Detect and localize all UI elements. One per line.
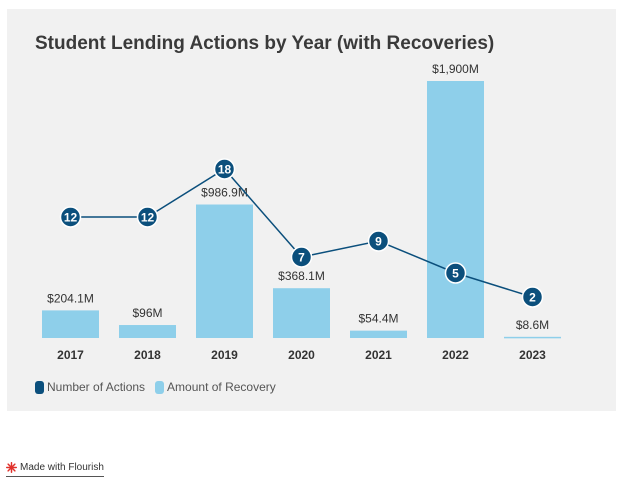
actions-label-2023: 2 [529, 291, 536, 305]
actions-point-2023 [521, 286, 544, 308]
flourish-credit[interactable]: Made with Flourish [6, 462, 104, 477]
x-tick-2022: 2022 [442, 348, 469, 362]
flourish-logo-icon [6, 462, 17, 473]
actions-point-2021 [367, 230, 390, 252]
actions-point-2022 [444, 262, 467, 284]
actions-point-2019 [213, 158, 236, 180]
actions-point-2020 [290, 246, 313, 268]
legend-label-recovery: Amount of Recovery [167, 380, 276, 394]
bar-2018 [119, 325, 176, 338]
x-tick-2018: 2018 [134, 348, 161, 362]
bar-2023 [504, 336, 561, 339]
bar-2022 [427, 81, 484, 338]
bar-2020 [273, 288, 330, 338]
bar-label-2023: $8.6M [516, 318, 549, 332]
legend-item-recovery[interactable]: Amount of Recovery [155, 380, 276, 394]
actions-label-2017: 12 [64, 211, 78, 225]
actions-point-2017 [59, 206, 82, 228]
bar-label-2017: $204.1M [47, 291, 94, 305]
x-tick-2017: 2017 [57, 348, 84, 362]
flourish-credit-text: Made with Flourish [20, 462, 104, 473]
bar-label-2019: $986.9M [201, 186, 248, 200]
bar-2017 [42, 310, 99, 338]
bar-label-2021: $54.4M [358, 312, 398, 326]
x-tick-2020: 2020 [288, 348, 315, 362]
bar-2019 [196, 204, 253, 338]
x-tick-2019: 2019 [211, 348, 238, 362]
bar-label-2022: $1,900M [432, 62, 479, 76]
bar-2021 [350, 330, 407, 338]
legend-item-actions[interactable]: Number of Actions [35, 380, 145, 394]
legend-label-actions: Number of Actions [47, 380, 146, 394]
bar-label-2020: $368.1M [278, 269, 325, 283]
actions-point-2018 [136, 206, 159, 228]
actions-label-2018: 12 [141, 211, 155, 225]
chart-title: Student Lending Actions by Year (with Re… [35, 33, 495, 54]
x-tick-2021: 2021 [365, 348, 392, 362]
bar-label-2018: $96M [132, 306, 162, 320]
chart-plot: $204.1M $96M $986.9M $368.1M $54.4M $1,900M $8… [42, 62, 561, 362]
legend: Number of Actions Amount of Recovery [35, 380, 286, 394]
actions-label-2021: 9 [375, 235, 382, 249]
legend-swatch-recovery [155, 380, 165, 394]
legend-swatch-actions [35, 380, 44, 394]
chart-card: Student Lending Actions by Year (with Re… [7, 9, 616, 411]
actions-label-2022: 5 [452, 267, 459, 281]
actions-label-2019: 18 [218, 163, 232, 177]
x-tick-2023: 2023 [519, 348, 546, 362]
actions-label-2020: 7 [298, 251, 305, 265]
